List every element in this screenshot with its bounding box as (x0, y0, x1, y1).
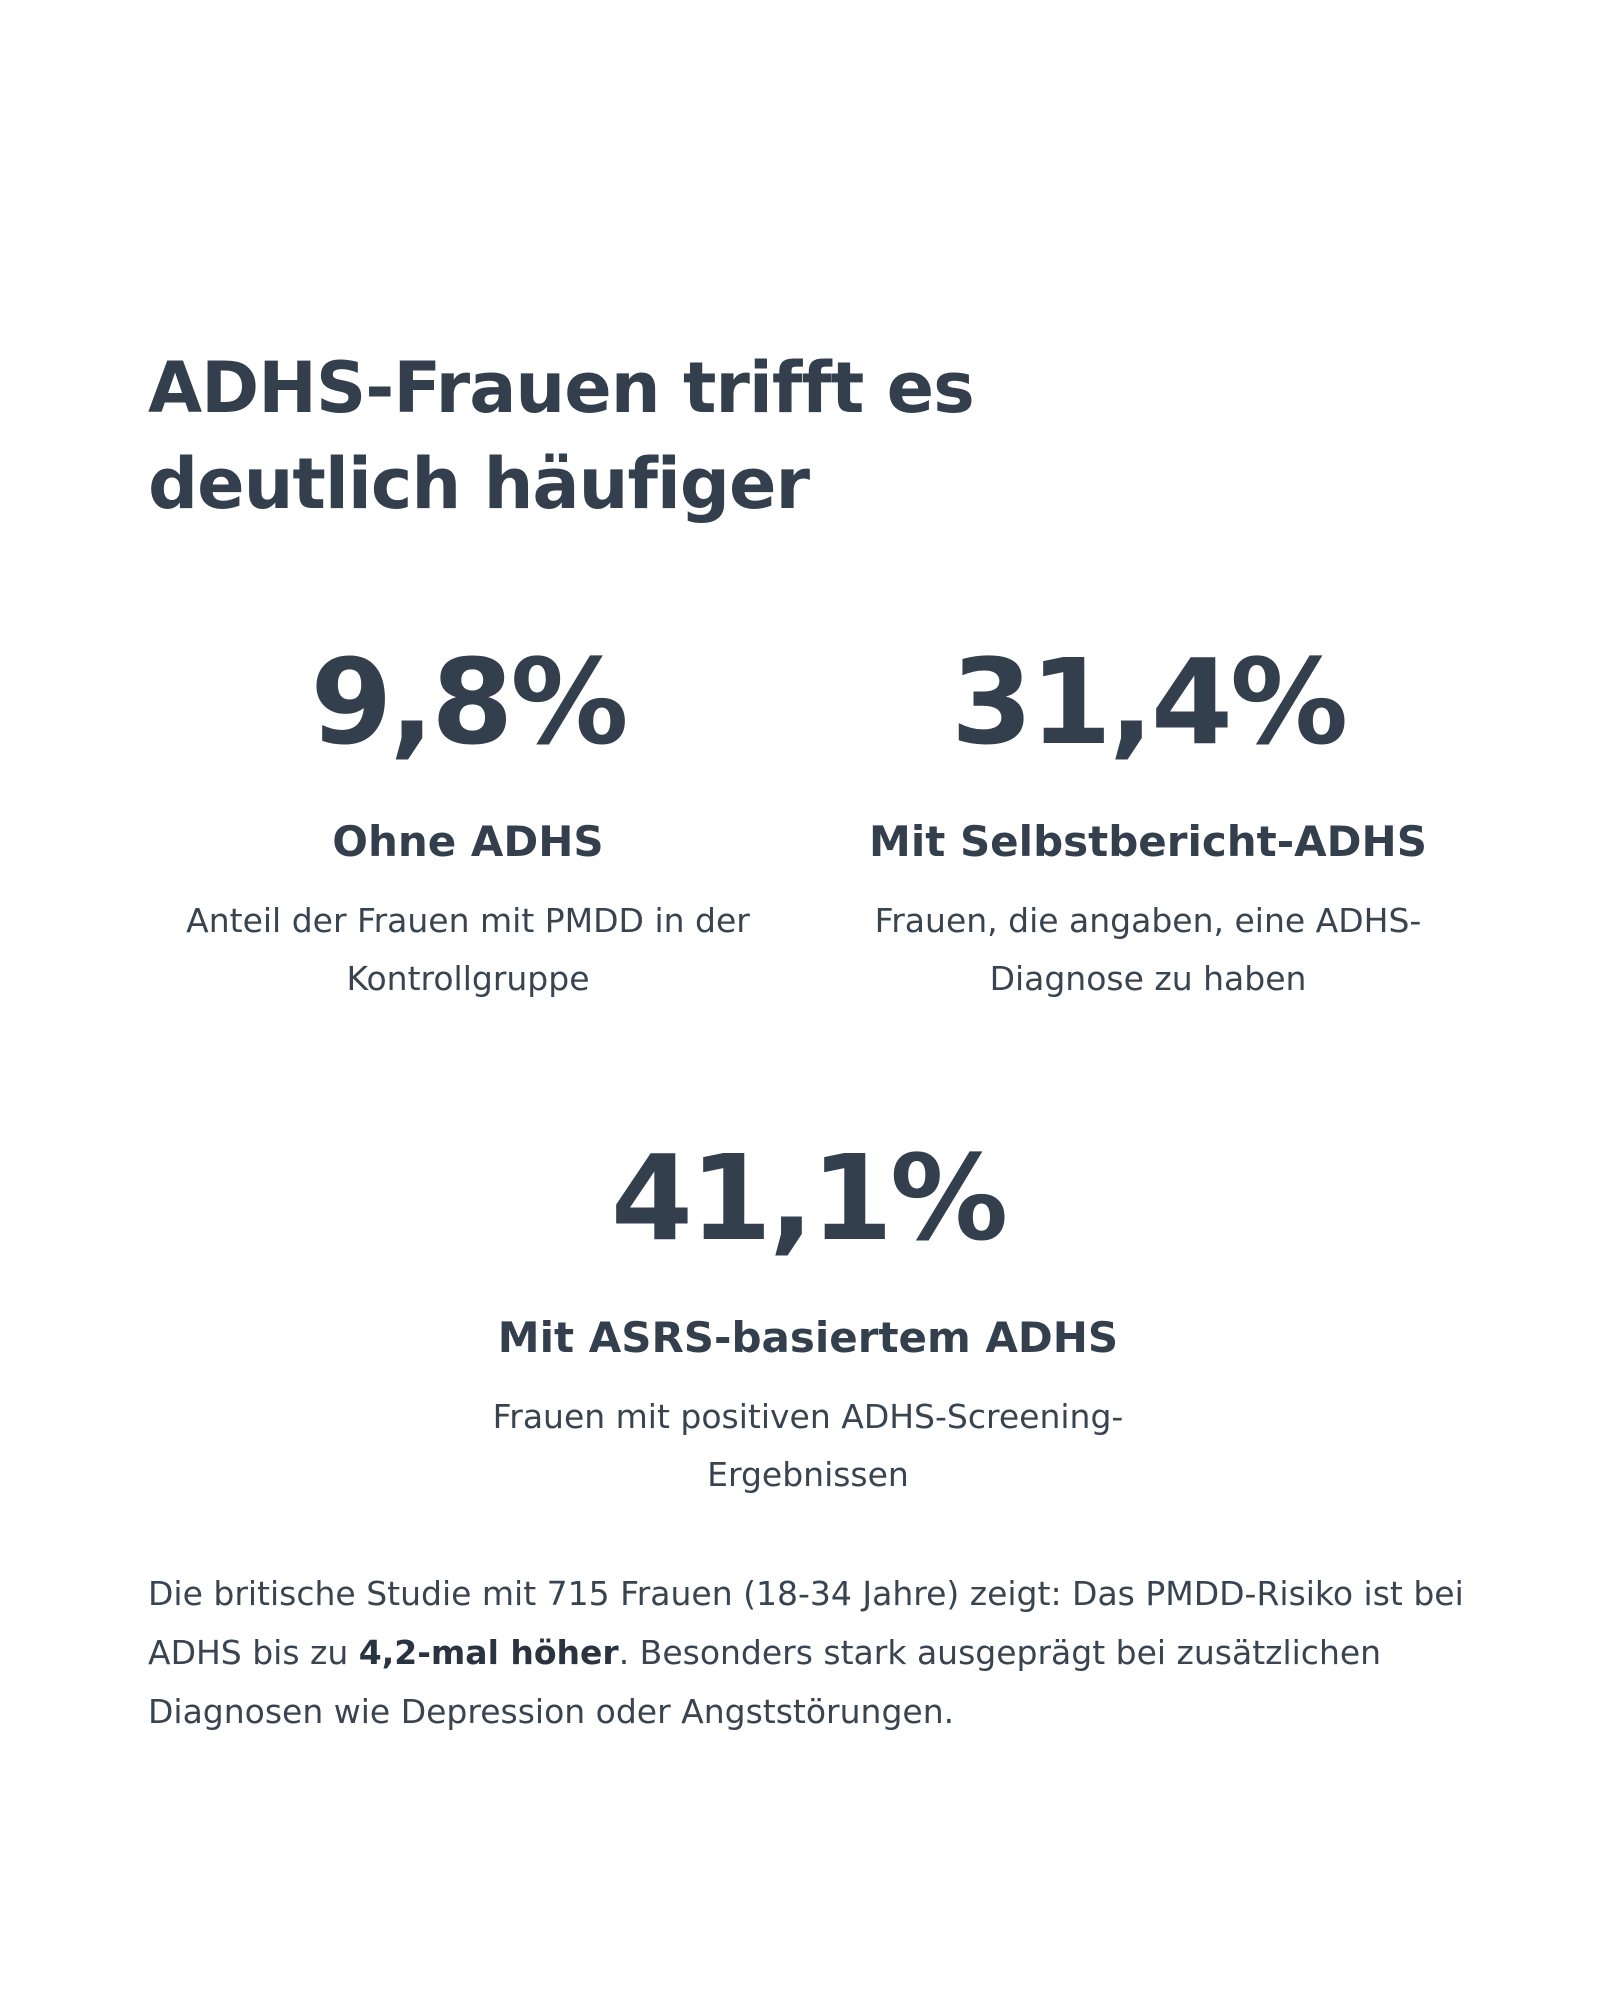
summary-text-after: . Besonders stark ausgeprägt bei zusätzl… (148, 1633, 1382, 1731)
stat-label: Mit ASRS-basiertem ADHS (497, 1313, 1119, 1362)
stat-card-asrs-adhs: 41,1% Mit ASRS-basiertem ADHS Frauen mit… (488, 1128, 1128, 1504)
article-section: ADHS-Frauen trifft es deutlich häufiger … (148, 340, 1468, 1774)
summary-highlight: 4,2-mal höher (358, 1633, 619, 1672)
stat-label: Ohne ADHS (332, 817, 604, 866)
stat-value: 31,4% (950, 633, 1348, 771)
summary-paragraph: Die britische Studie mit 715 Frauen (18-… (148, 1564, 1468, 1741)
stat-value: 41,1% (610, 1129, 1008, 1267)
stat-value: 9,8% (310, 633, 628, 771)
stat-description: Frauen, die angaben, eine ADHS-Diagnose … (874, 901, 1422, 998)
section-title: ADHS-Frauen trifft es deutlich häufiger (148, 347, 975, 525)
summary-text-before: Die britische Studie mit 715 Frauen (18-… (148, 1574, 1464, 1672)
stat-card-self-report-adhs: 31,4% Mit Selbstbericht-ADHS Frauen, die… (828, 632, 1468, 1008)
stat-card-no-adhs: 9,8% Ohne ADHS Anteil der Frauen mit PMD… (148, 632, 788, 1008)
stats-row: 9,8% Ohne ADHS Anteil der Frauen mit PMD… (148, 632, 1468, 1008)
stat-description: Frauen mit positiven ADHS-Screening-Erge… (492, 1397, 1124, 1494)
stat-description: Anteil der Frauen mit PMDD in der Kontro… (186, 901, 750, 998)
stat-label: Mit Selbstbericht-ADHS (869, 817, 1427, 866)
